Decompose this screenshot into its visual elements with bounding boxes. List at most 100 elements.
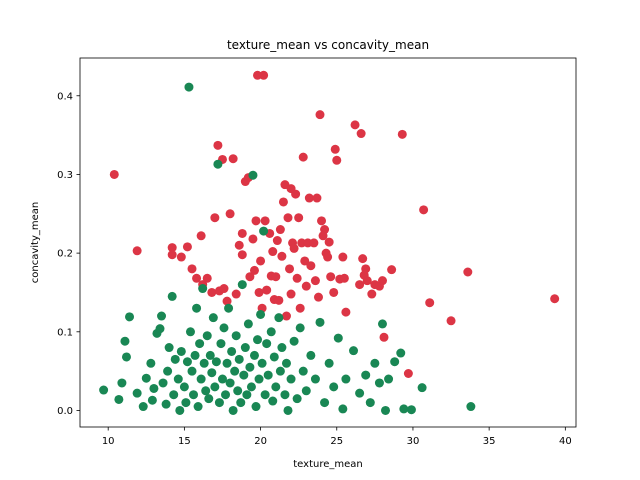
x-axis-ticks: 10 15 20 25 30 35 40 (102, 427, 572, 447)
scatter-point (182, 242, 192, 252)
scatter-point (304, 193, 314, 203)
scatter-point (242, 390, 252, 400)
scatter-point (266, 327, 276, 337)
scatter-point (207, 368, 217, 378)
scatter-point (192, 303, 202, 313)
scatter-point (377, 276, 387, 286)
scatter-point (185, 327, 195, 337)
scatter-point (361, 264, 371, 274)
scatter-point (176, 346, 186, 356)
scatter-point (187, 264, 197, 274)
scatter-point (222, 358, 232, 368)
x-tick-label: 15 (178, 436, 191, 447)
scatter-point (260, 390, 270, 400)
scatter-point (167, 243, 177, 253)
scatter-point (271, 272, 281, 282)
scatter-point (419, 205, 429, 215)
scatter-point (170, 354, 180, 364)
scatter-point (217, 374, 227, 384)
scatter-point (167, 291, 177, 301)
scatter-point (294, 213, 304, 223)
scatter-point (132, 246, 142, 256)
scatter-point (231, 289, 241, 299)
scatter-point (141, 373, 151, 383)
scatter-point (338, 404, 348, 414)
scatter-point (237, 250, 247, 260)
scatter-point (213, 140, 223, 150)
scatter-point (157, 311, 167, 321)
scatter-point (117, 378, 127, 388)
scatter-point (236, 398, 246, 408)
scatter-point (283, 405, 293, 415)
scatter-point (237, 280, 247, 290)
scatter-point (225, 378, 235, 388)
scatter-point (339, 273, 349, 283)
scatter-point (271, 382, 281, 392)
scatter-point (132, 388, 142, 398)
scatter-point (227, 346, 237, 356)
scatter-point (234, 354, 244, 364)
scatter-point (125, 312, 135, 322)
scatter-point (99, 385, 109, 395)
scatter-point (201, 386, 211, 396)
scatter-point (196, 374, 206, 384)
scatter-point (109, 169, 119, 179)
scatter-point (259, 70, 269, 80)
scatter-point (384, 374, 394, 384)
scatter-point (374, 378, 384, 388)
y-axis-ticks: 0.0 0.1 0.2 0.3 0.4 (57, 91, 80, 417)
scatter-point (161, 399, 171, 409)
scatter-point (245, 362, 255, 372)
scatter-point (184, 82, 194, 92)
scatter-point (147, 395, 157, 405)
scatter-point (155, 324, 165, 334)
scatter-point (301, 281, 311, 291)
scatter-point (315, 317, 325, 327)
x-tick-label: 40 (559, 436, 572, 447)
scatter-point (208, 313, 218, 323)
scatter-point (121, 352, 131, 362)
scatter-point (246, 382, 256, 392)
scatter-point (260, 216, 270, 226)
scatter-point (350, 120, 360, 130)
scatter-point (463, 267, 473, 277)
scatter-point (259, 226, 269, 236)
scatter-point (263, 370, 273, 380)
scatter-point (306, 350, 316, 360)
scatter-point (190, 350, 200, 360)
scatter-point (211, 357, 221, 367)
scatter-point (249, 350, 259, 360)
scatter-point (173, 374, 183, 384)
scatter-point (417, 383, 427, 393)
scatter-point (550, 294, 560, 304)
scatter-point (268, 396, 278, 406)
scatter-point (390, 357, 400, 367)
scatter-point (256, 309, 266, 319)
scatter-point (114, 394, 124, 404)
scatter-point (332, 155, 342, 165)
scatter-point (298, 366, 308, 376)
scatter-point (216, 339, 226, 349)
scatter-point (254, 374, 264, 384)
scatter-point (291, 189, 301, 199)
scatter-point (310, 374, 320, 384)
scatter-point (358, 254, 368, 264)
scatter-point (219, 323, 229, 333)
scatter-point (248, 234, 258, 244)
scatter-point (301, 386, 311, 396)
scatter-point (254, 287, 264, 297)
scatter-point (176, 252, 186, 262)
scatter-point (228, 154, 238, 164)
scatter-point (379, 332, 389, 342)
scatter-point (233, 386, 243, 396)
scatter-point (195, 339, 205, 349)
scatter-point (333, 333, 343, 343)
scatter-point (320, 225, 330, 235)
scatter-point (403, 369, 413, 378)
scatter-point (323, 252, 333, 262)
scatter-point (280, 390, 290, 400)
scatter-point (210, 382, 220, 392)
scatter-point (313, 292, 323, 302)
scatter-point (338, 252, 348, 262)
scatter-point (268, 247, 278, 257)
